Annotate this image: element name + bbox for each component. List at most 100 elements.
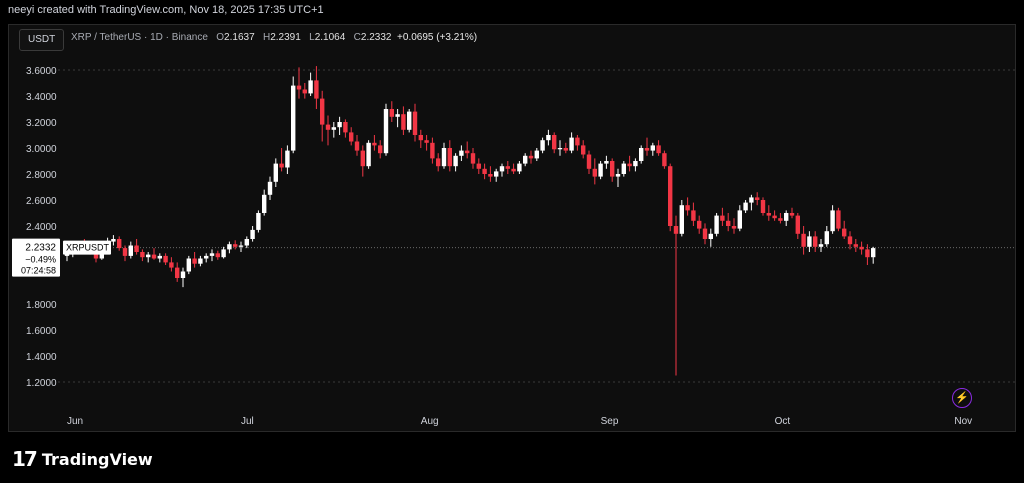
price-label-box — [12, 238, 60, 277]
candle-body — [494, 171, 499, 177]
candle-body — [853, 244, 858, 247]
candle-body — [610, 161, 615, 177]
currency-button[interactable]: USDT — [19, 29, 65, 51]
candle-body — [644, 148, 650, 151]
candle-body — [169, 262, 174, 268]
candle-body — [308, 80, 313, 94]
x-tick-label: Oct — [775, 416, 791, 427]
tradingview-logo: 17 TradingView — [12, 447, 153, 471]
y-tick-label: 1.6000 — [26, 326, 57, 337]
candle-body — [325, 124, 331, 130]
candle-body — [192, 258, 197, 264]
legend-high-label: H — [262, 32, 271, 43]
candle-body — [842, 228, 847, 237]
candle-body — [824, 231, 829, 245]
y-tick-label: 1.8000 — [26, 300, 57, 311]
candle-body — [221, 249, 226, 258]
y-tick-label: 3.6000 — [26, 66, 57, 77]
candle-body — [830, 210, 835, 232]
candle-body — [743, 202, 748, 211]
candle-body — [598, 163, 603, 177]
candle-body — [615, 174, 621, 177]
x-tick-label: Jun — [67, 416, 83, 427]
candle-body — [250, 229, 255, 239]
candle-body — [180, 271, 186, 278]
lightning-icon[interactable]: ⚡ — [952, 388, 972, 408]
candle-body — [302, 89, 307, 94]
candle-body — [146, 254, 151, 258]
candle-body — [726, 220, 731, 226]
candle-body — [795, 215, 800, 234]
candle-body — [633, 161, 638, 167]
candle-body — [639, 148, 644, 161]
candle-body — [685, 205, 690, 211]
candle-body — [621, 163, 626, 174]
chart-attribution: neeyi created with TradingView.com, Nov … — [8, 4, 324, 16]
candle-body — [337, 122, 342, 128]
candle-body — [227, 244, 232, 250]
candle-body — [778, 218, 783, 221]
candle-body — [447, 148, 452, 167]
candle-body — [441, 148, 447, 167]
candle-body — [238, 245, 244, 247]
x-tick-label: Sep — [601, 416, 619, 427]
candle-body — [395, 114, 400, 117]
candle-body — [366, 142, 371, 167]
candle-body — [871, 248, 876, 258]
candle-body — [807, 236, 812, 247]
candle-body — [523, 155, 528, 164]
candle-body — [372, 142, 377, 146]
y-tick-label: 3.2000 — [26, 118, 57, 129]
candle-body — [784, 213, 789, 221]
candle-body — [662, 153, 667, 167]
candle-body — [140, 252, 145, 258]
candle-body — [627, 163, 632, 167]
candle-body — [517, 163, 522, 172]
price-label: 2.2332 XRPUSDT −0.49%07:24:58 — [12, 238, 111, 277]
x-tick-label: Nov — [954, 416, 972, 427]
candle-body — [813, 236, 818, 247]
candle-body — [836, 210, 841, 229]
candle-body — [459, 150, 464, 156]
candle-body — [772, 215, 777, 219]
candle-body — [789, 213, 795, 216]
candle-body — [818, 244, 824, 247]
candle-body — [708, 233, 713, 239]
candle-body — [453, 155, 458, 167]
candle-body — [186, 258, 191, 272]
candle-body — [378, 145, 383, 154]
candle-body — [424, 140, 429, 143]
candle-body — [859, 246, 864, 250]
candle-body — [273, 163, 278, 182]
legend-close: 2.2332 — [360, 32, 392, 43]
candle-body — [702, 228, 708, 239]
candle-body — [563, 148, 568, 151]
candle-body — [285, 150, 290, 168]
candle-body — [134, 245, 139, 252]
candle-body — [650, 145, 655, 151]
candle-body — [267, 181, 273, 195]
candle-body — [175, 267, 180, 278]
candle-body — [256, 213, 261, 230]
candle-body — [586, 154, 592, 169]
ohlc-legend: XRP / TetherUS · 1D · Binance O2.1637 H2… — [71, 32, 477, 43]
candle-body — [546, 135, 551, 141]
x-tick-label: Aug — [421, 416, 439, 427]
candle-body — [383, 109, 389, 154]
y-tick-label: 2.8000 — [26, 170, 57, 181]
candle-body — [93, 252, 99, 259]
candle-body — [418, 135, 423, 141]
candle-body — [360, 150, 365, 167]
y-tick-label: 1.2000 — [26, 378, 57, 389]
candle-body — [343, 122, 348, 133]
candle-body — [697, 220, 702, 229]
price-label-countdown: 07:24:58 — [21, 266, 56, 276]
candle-body — [534, 150, 539, 159]
legend-high: 2.2391 — [270, 32, 301, 43]
candle-body — [209, 253, 215, 256]
candle-body — [714, 215, 719, 234]
candle-body — [401, 114, 406, 130]
candle-body — [766, 213, 771, 216]
candle-body — [575, 137, 580, 146]
